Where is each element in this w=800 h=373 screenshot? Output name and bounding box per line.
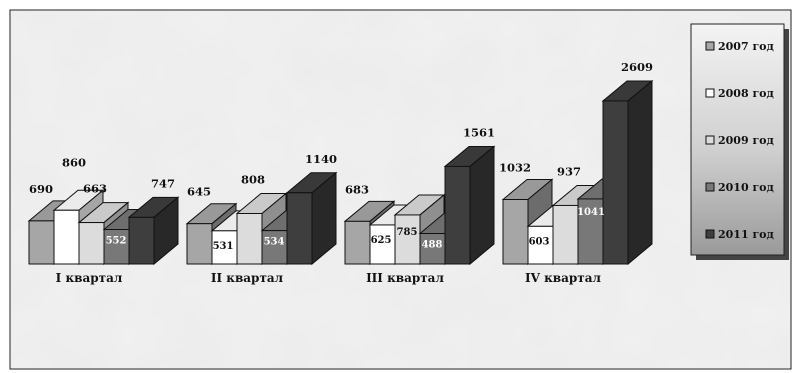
bar-front — [261, 230, 288, 265]
bar — [443, 145, 496, 266]
bar-front — [128, 216, 155, 265]
bar-front — [502, 199, 529, 265]
data-label: 645 — [187, 185, 211, 199]
data-label: 860 — [62, 155, 86, 169]
data-label: 552 — [106, 236, 127, 247]
data-label: 683 — [345, 182, 369, 196]
category-label: I квартал — [56, 271, 123, 285]
legend-swatch — [705, 135, 715, 145]
bar-front — [28, 220, 55, 265]
category-label: II квартал — [211, 271, 284, 285]
legend-swatch — [705, 229, 715, 239]
legend: 2007 год 2008 год 2009 год 2010 год 2011 год — [690, 23, 789, 260]
category-label: IV квартал — [525, 271, 601, 285]
data-label: 690 — [29, 182, 53, 196]
legend-label: 2009 год — [718, 134, 774, 147]
legend-item: 2007 год — [705, 40, 774, 53]
bar-front — [419, 233, 446, 265]
legend-item: 2010 год — [705, 181, 774, 194]
bar — [127, 196, 180, 266]
bar-front — [552, 204, 579, 265]
bar-front — [53, 209, 80, 265]
data-label: 531 — [213, 241, 234, 252]
legend-swatch — [705, 88, 715, 98]
data-label: 1140 — [305, 152, 337, 166]
legend-label: 2011 год — [718, 228, 774, 241]
data-label: 747 — [151, 176, 175, 190]
category-label: III квартал — [366, 271, 444, 285]
legend-item: 2008 год — [705, 87, 774, 100]
data-label: 488 — [422, 240, 443, 251]
bar-front — [211, 230, 238, 265]
plot-texture — [11, 11, 790, 368]
legend-swatch — [705, 41, 715, 51]
legend-label: 2010 год — [718, 181, 774, 194]
bar-side — [469, 145, 495, 266]
data-label: 808 — [241, 173, 265, 187]
data-label: 534 — [264, 237, 285, 248]
category-labels: I квартал II квартал III квартал IV квартал — [56, 271, 602, 285]
data-label: 1041 — [577, 207, 605, 218]
data-label: 2609 — [621, 60, 653, 74]
bar-side — [627, 79, 653, 266]
data-label: 1561 — [463, 125, 495, 139]
bar-front — [286, 192, 313, 265]
legend-item: 2009 год — [705, 134, 774, 147]
bar-front — [186, 223, 213, 265]
legend-item: 2011 год — [705, 228, 774, 241]
data-label: 625 — [371, 235, 392, 246]
data-label: 785 — [397, 227, 418, 238]
bar-front — [236, 213, 263, 265]
data-label: 603 — [529, 236, 550, 247]
data-label: 663 — [83, 182, 107, 196]
bar-front — [394, 214, 421, 265]
legend-label: 2007 год — [718, 40, 774, 53]
legend-swatch — [705, 182, 715, 192]
bar — [285, 171, 338, 266]
data-label: 937 — [557, 164, 581, 178]
labels-layer: 690 860 663 552 747 645 531 808 534 1140 683 625 785… — [29, 60, 653, 252]
legend-label: 2008 год — [718, 87, 774, 100]
bar-front — [444, 165, 471, 265]
bar-front — [344, 220, 371, 265]
bar-front — [577, 198, 604, 265]
bar-front — [602, 100, 629, 265]
bars-layer — [27, 79, 654, 266]
bar — [601, 79, 654, 266]
data-label: 1032 — [499, 161, 531, 175]
bar-front — [78, 222, 105, 265]
